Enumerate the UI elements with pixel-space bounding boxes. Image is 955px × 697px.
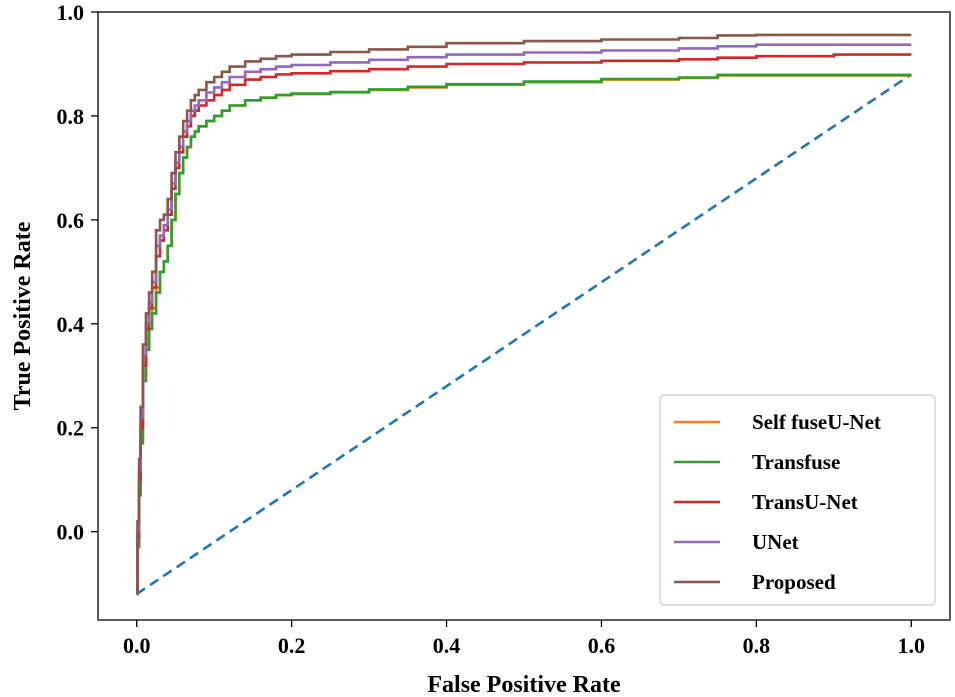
y-tick-label: 0.0 <box>57 520 85 545</box>
diagonal-reference-line <box>136 73 912 596</box>
x-axis-label: False Positive Rate <box>427 672 621 697</box>
legend-box <box>659 394 936 606</box>
axis-ticks: 0.0 0.2 0.4 0.6 0.8 1.0 0.0 0.2 0.4 0.6 0.8 1.0 <box>57 0 926 658</box>
plot-lines <box>136 33 912 596</box>
x-tick-label: 0.0 <box>123 633 151 658</box>
x-tick-label: 1.0 <box>898 633 926 658</box>
y-tick-label: 0.8 <box>57 104 85 129</box>
series-line-proposed <box>136 33 912 596</box>
legend-label: Transfuse <box>752 450 840 474</box>
series-line-transu-net <box>136 53 912 596</box>
x-tick-label: 0.6 <box>588 633 616 658</box>
x-tick-label: 0.4 <box>433 633 461 658</box>
plot-area-frame <box>97 11 951 621</box>
y-tick-label: 0.2 <box>57 416 85 441</box>
y-tick-label: 0.4 <box>57 312 85 337</box>
y-tick-label: 1.0 <box>57 0 85 25</box>
y-tick-label: 0.6 <box>57 208 85 233</box>
legend-label: TransU-Net <box>752 490 858 514</box>
legend-label: Proposed <box>752 570 836 594</box>
legend: Self fuseU-Net Transfuse TransU-Net UNet Pro… <box>659 394 936 606</box>
x-tick-label: 0.8 <box>743 633 771 658</box>
x-tick-label: 0.2 <box>278 633 306 658</box>
legend-label: Self fuseU-Net <box>752 410 881 434</box>
legend-label: UNet <box>752 530 799 554</box>
y-axis-label: True Positive Rate <box>10 221 36 410</box>
